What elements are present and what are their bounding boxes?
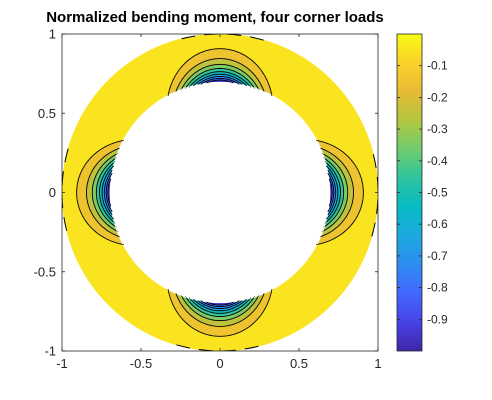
plot-area (62, 34, 378, 351)
chart-title: Normalized bending moment, four corner l… (46, 9, 384, 26)
annulus-fill-layer (62, 34, 378, 351)
